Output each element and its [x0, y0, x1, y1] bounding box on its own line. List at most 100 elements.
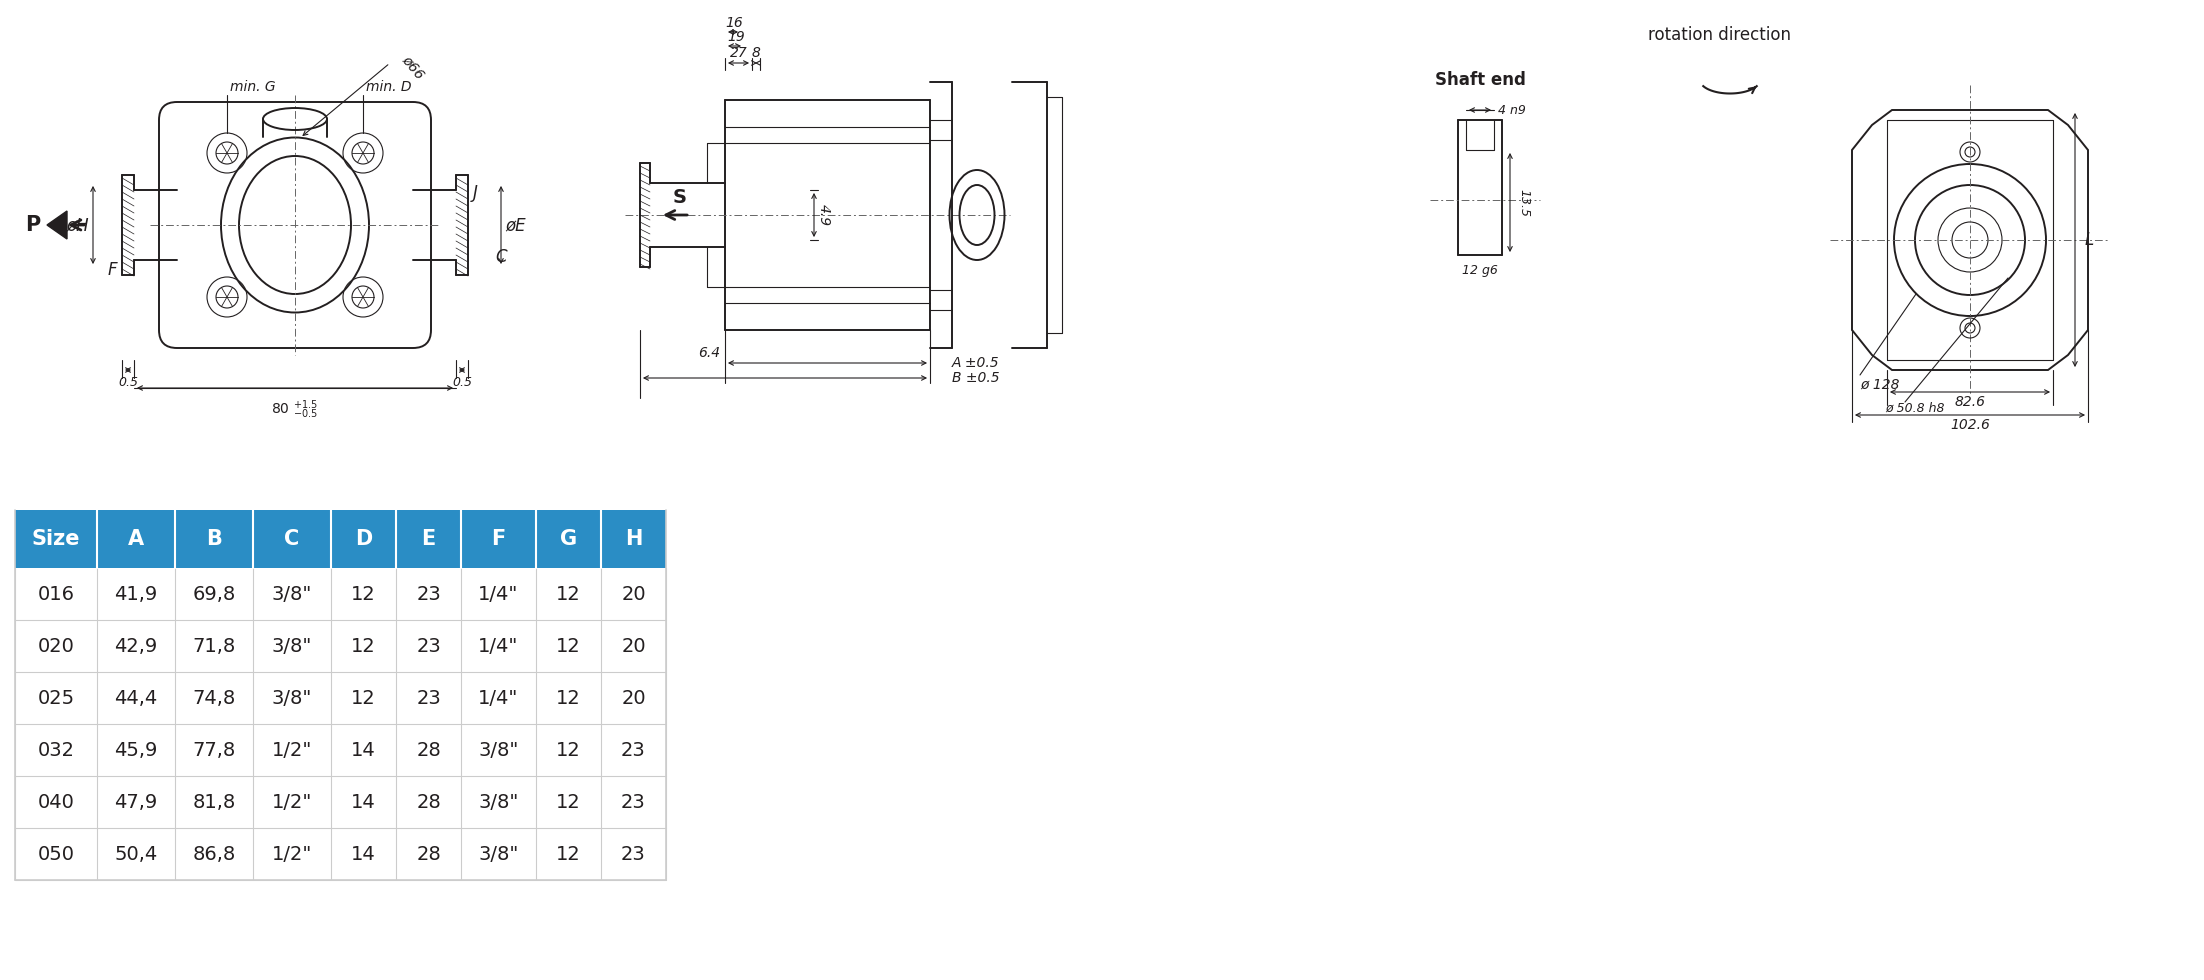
Text: 1/4": 1/4" — [478, 584, 518, 604]
Bar — [253, 510, 331, 568]
Text: $80\ ^{+1.5}_{-0.5}$: $80\ ^{+1.5}_{-0.5}$ — [271, 398, 320, 420]
Text: ø66: ø66 — [399, 53, 428, 81]
Text: 50,4: 50,4 — [115, 845, 159, 863]
Bar — [397, 510, 461, 568]
Text: 12: 12 — [555, 584, 582, 604]
Text: B ±0.5: B ±0.5 — [952, 371, 1001, 385]
Text: 12: 12 — [555, 793, 582, 811]
Text: 12: 12 — [555, 845, 582, 863]
Text: rotation direction: rotation direction — [1649, 26, 1792, 44]
Text: F: F — [108, 261, 117, 279]
Bar — [174, 510, 253, 568]
Text: 23: 23 — [417, 689, 441, 708]
Text: 016: 016 — [37, 584, 75, 604]
Text: L: L — [2085, 231, 2094, 249]
Text: 12: 12 — [350, 689, 377, 708]
Text: 45,9: 45,9 — [115, 741, 159, 760]
Text: 8: 8 — [752, 46, 760, 60]
Text: 20: 20 — [622, 689, 646, 708]
Text: C: C — [496, 248, 507, 266]
Text: 20: 20 — [622, 584, 646, 604]
Text: 69,8: 69,8 — [192, 584, 236, 604]
Text: A ±0.5: A ±0.5 — [952, 356, 1001, 370]
Text: 025: 025 — [37, 689, 75, 708]
Text: 6.4: 6.4 — [699, 346, 721, 360]
Text: 81,8: 81,8 — [192, 793, 236, 811]
Text: 23: 23 — [417, 636, 441, 656]
Text: 28: 28 — [417, 793, 441, 811]
Bar — [97, 510, 174, 568]
Text: 14: 14 — [350, 845, 377, 863]
Text: 16: 16 — [725, 16, 743, 30]
Text: 102.6: 102.6 — [1951, 418, 1990, 432]
Text: P: P — [26, 215, 40, 235]
Text: 19: 19 — [727, 30, 745, 44]
Text: 44,4: 44,4 — [115, 689, 159, 708]
Text: 71,8: 71,8 — [192, 636, 236, 656]
Text: 4.9: 4.9 — [818, 204, 831, 226]
Text: 42,9: 42,9 — [115, 636, 159, 656]
Text: 12: 12 — [555, 689, 582, 708]
Text: 14: 14 — [350, 793, 377, 811]
Text: 1/4": 1/4" — [478, 636, 518, 656]
Text: 47,9: 47,9 — [115, 793, 159, 811]
Text: 12: 12 — [350, 636, 377, 656]
Text: S: S — [672, 187, 688, 207]
Text: 0.5: 0.5 — [119, 375, 139, 388]
Text: 050: 050 — [37, 845, 75, 863]
Text: øH: øH — [66, 216, 88, 234]
Text: 3/8": 3/8" — [478, 793, 518, 811]
Text: J: J — [474, 184, 478, 202]
Text: 13.5: 13.5 — [1519, 188, 1530, 217]
Text: D: D — [355, 529, 372, 549]
Text: 12: 12 — [555, 636, 582, 656]
Text: 032: 032 — [37, 741, 75, 760]
Text: 040: 040 — [37, 793, 75, 811]
Text: 20: 20 — [622, 636, 646, 656]
Text: 3/8": 3/8" — [271, 689, 313, 708]
Text: H: H — [624, 529, 641, 549]
Text: 23: 23 — [622, 845, 646, 863]
Text: øE: øE — [505, 216, 525, 234]
Text: min. D: min. D — [366, 80, 412, 94]
Text: 3/8": 3/8" — [478, 845, 518, 863]
Text: 1/2": 1/2" — [271, 845, 313, 863]
Bar — [15, 510, 97, 568]
Text: 74,8: 74,8 — [192, 689, 236, 708]
Text: 1/2": 1/2" — [271, 741, 313, 760]
Bar — [602, 510, 666, 568]
Text: C: C — [284, 529, 300, 549]
Text: 12 g6: 12 g6 — [1461, 264, 1499, 276]
Bar — [536, 510, 602, 568]
Text: F: F — [491, 529, 505, 549]
Text: 0.5: 0.5 — [452, 375, 472, 388]
Text: 3/8": 3/8" — [478, 741, 518, 760]
Text: 12: 12 — [555, 741, 582, 760]
Text: 3/8": 3/8" — [271, 636, 313, 656]
Text: 1/2": 1/2" — [271, 793, 313, 811]
Bar — [331, 510, 397, 568]
Text: 4 n9: 4 n9 — [1499, 104, 1525, 117]
Text: 27: 27 — [730, 46, 747, 60]
Text: 23: 23 — [622, 793, 646, 811]
Text: min. G: min. G — [229, 80, 276, 94]
Text: ø 50.8 h8: ø 50.8 h8 — [1884, 402, 1944, 415]
Text: 77,8: 77,8 — [192, 741, 236, 760]
Text: 3/8": 3/8" — [271, 584, 313, 604]
Text: 1/4": 1/4" — [478, 689, 518, 708]
Text: A: A — [128, 529, 143, 549]
Text: 14: 14 — [350, 741, 377, 760]
Text: 82.6: 82.6 — [1955, 395, 1986, 409]
Text: G: G — [560, 529, 577, 549]
Text: 23: 23 — [417, 584, 441, 604]
Text: Shaft end: Shaft end — [1435, 71, 1525, 89]
Polygon shape — [46, 211, 66, 239]
Text: B: B — [205, 529, 223, 549]
Text: 41,9: 41,9 — [115, 584, 159, 604]
Text: ø 128: ø 128 — [1860, 378, 1900, 392]
Text: 28: 28 — [417, 741, 441, 760]
Text: 020: 020 — [37, 636, 75, 656]
Text: 86,8: 86,8 — [192, 845, 236, 863]
Bar — [461, 510, 536, 568]
Text: Size: Size — [31, 529, 79, 549]
